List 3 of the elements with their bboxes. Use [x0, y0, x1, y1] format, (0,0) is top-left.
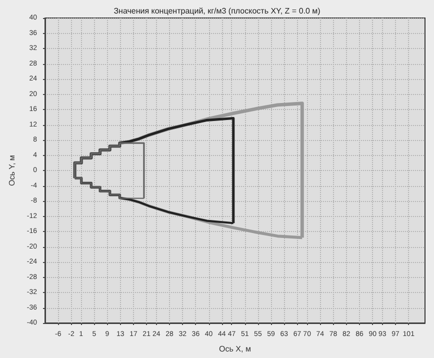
x-axis-title: Ось X, м — [219, 344, 251, 354]
y-axis-title: Ось Y, м — [8, 155, 16, 186]
chart-title: Значения концентраций, кг/м3 (плоскость XY, Z = 0.0 м) — [114, 6, 321, 16]
